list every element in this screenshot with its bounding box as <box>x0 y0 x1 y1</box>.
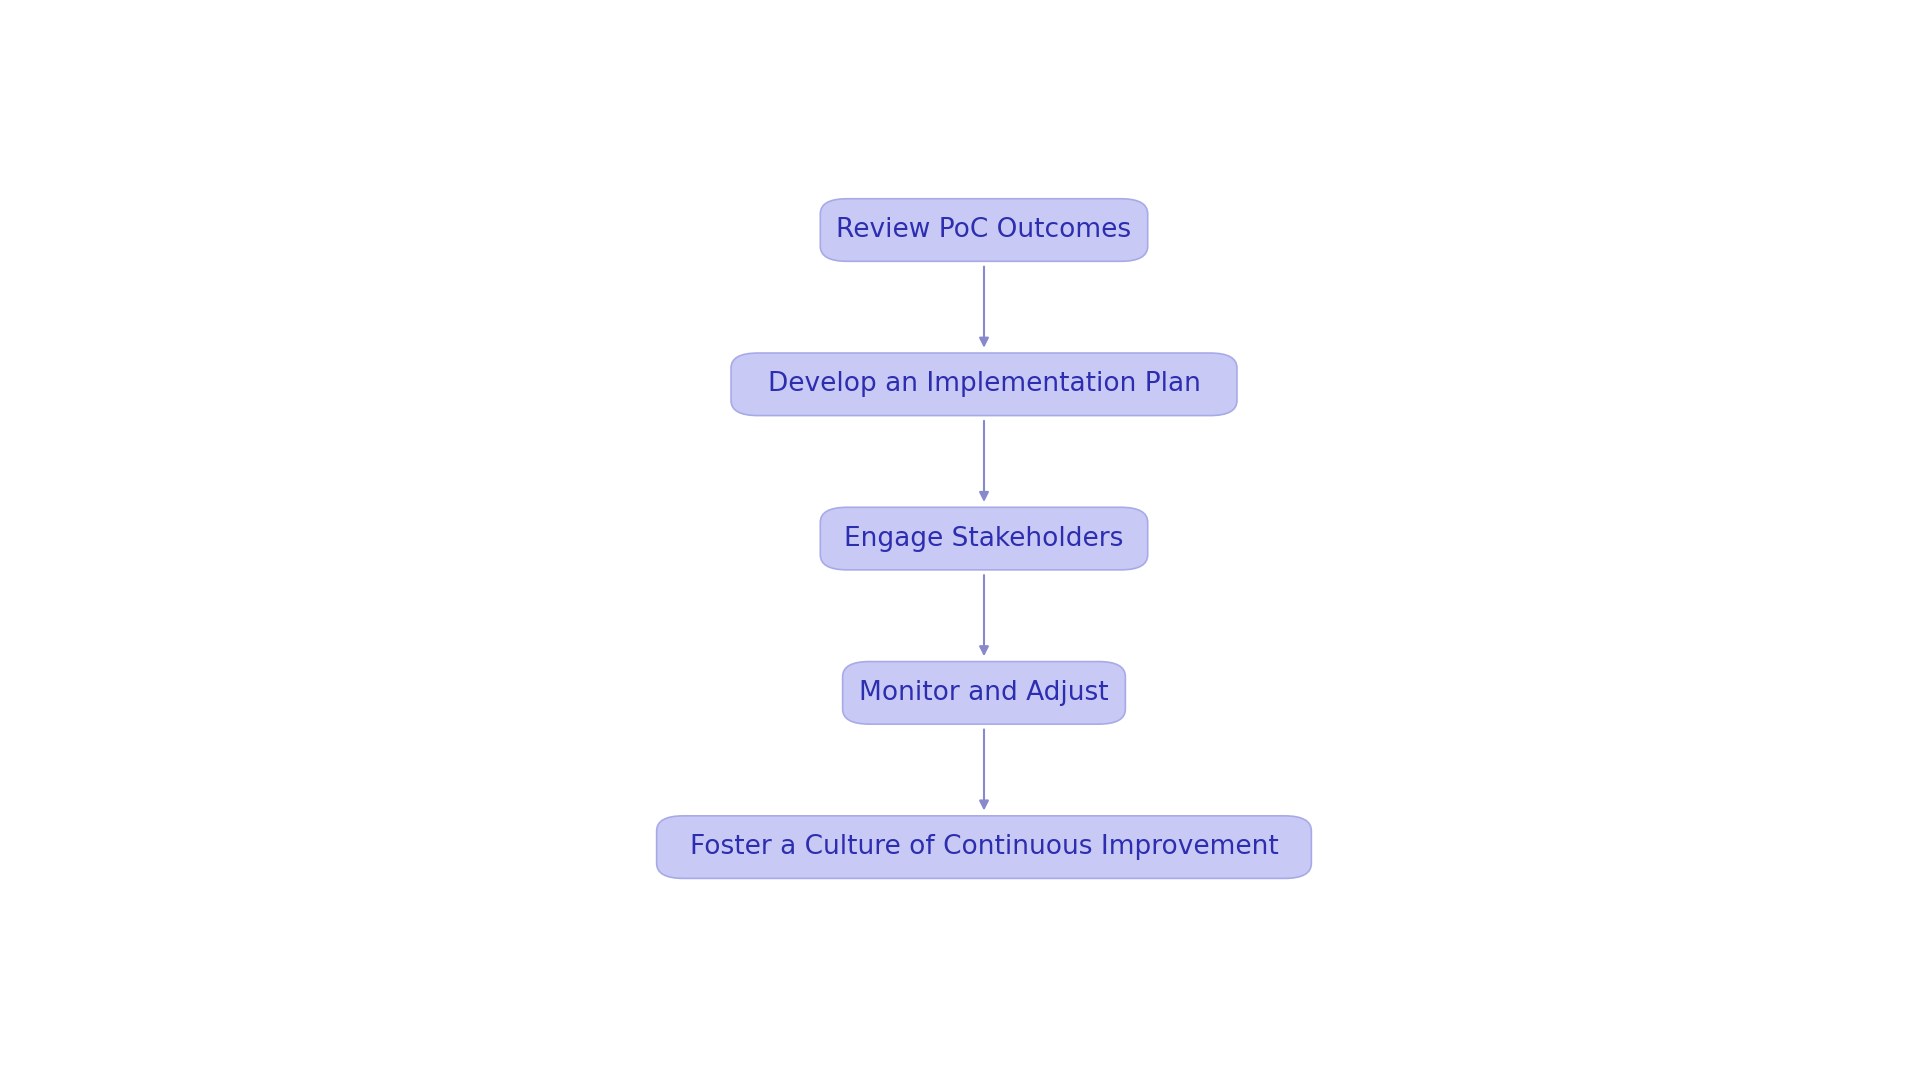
FancyBboxPatch shape <box>843 662 1125 725</box>
Text: Foster a Culture of Continuous Improvement: Foster a Culture of Continuous Improveme… <box>689 834 1279 860</box>
Text: Engage Stakeholders: Engage Stakeholders <box>845 525 1123 551</box>
FancyBboxPatch shape <box>820 507 1148 570</box>
Text: Develop an Implementation Plan: Develop an Implementation Plan <box>768 371 1200 397</box>
FancyBboxPatch shape <box>657 815 1311 878</box>
FancyBboxPatch shape <box>820 199 1148 261</box>
Text: Review PoC Outcomes: Review PoC Outcomes <box>837 217 1131 243</box>
FancyBboxPatch shape <box>732 353 1236 416</box>
Text: Monitor and Adjust: Monitor and Adjust <box>858 680 1110 706</box>
